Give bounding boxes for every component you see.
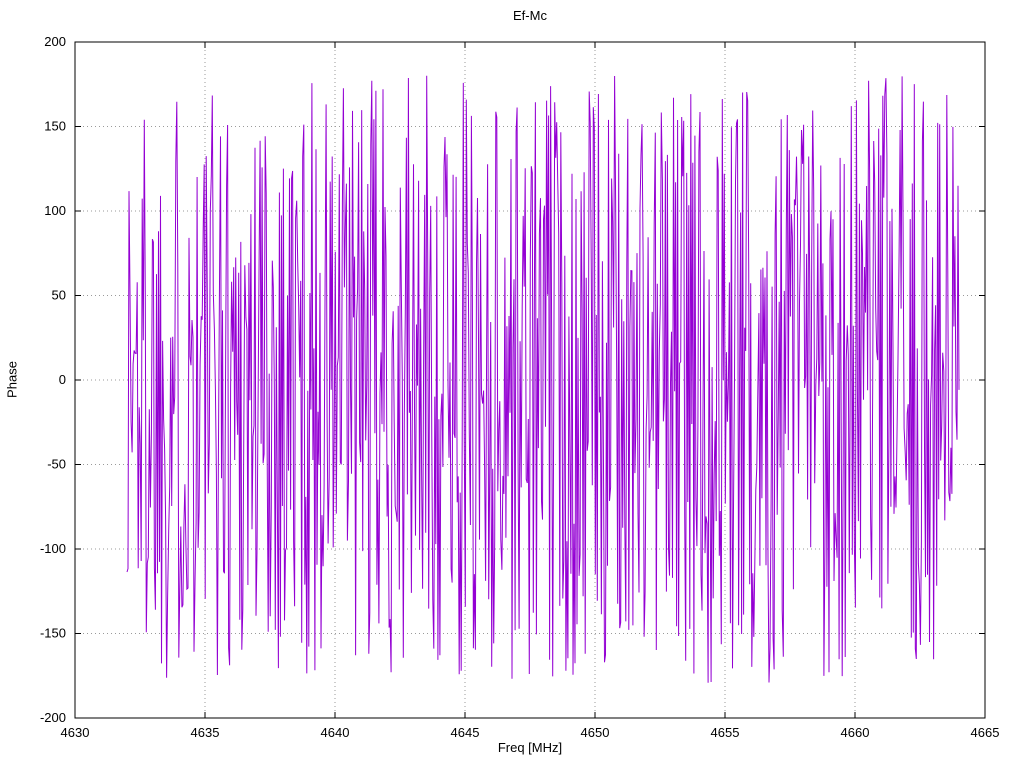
y-tick-label: -100 [40, 541, 66, 556]
x-tick-label: 4630 [61, 725, 90, 740]
y-tick-label: -200 [40, 710, 66, 725]
y-tick-label: 50 [52, 288, 66, 303]
x-tick-label: 4635 [191, 725, 220, 740]
data-series-line [126, 75, 960, 683]
y-tick-label: 100 [44, 203, 66, 218]
y-tick-label: 150 [44, 119, 66, 134]
x-tick-label: 4655 [711, 725, 740, 740]
y-tick-label: -50 [47, 457, 66, 472]
y-tick-label: 0 [59, 372, 66, 387]
y-tick-label: 200 [44, 34, 66, 49]
x-tick-label: 4645 [451, 725, 480, 740]
y-axis-label: Phase [4, 361, 20, 398]
x-tick-label: 4660 [841, 725, 870, 740]
chart-title: Ef-Mc [513, 8, 547, 23]
x-tick-label: 4650 [581, 725, 610, 740]
x-axis-label: Freq [MHz] [497, 740, 563, 755]
x-tick-label: 4640 [321, 725, 350, 740]
x-tick-label: 4665 [971, 725, 1000, 740]
y-tick-label: -150 [40, 626, 66, 641]
